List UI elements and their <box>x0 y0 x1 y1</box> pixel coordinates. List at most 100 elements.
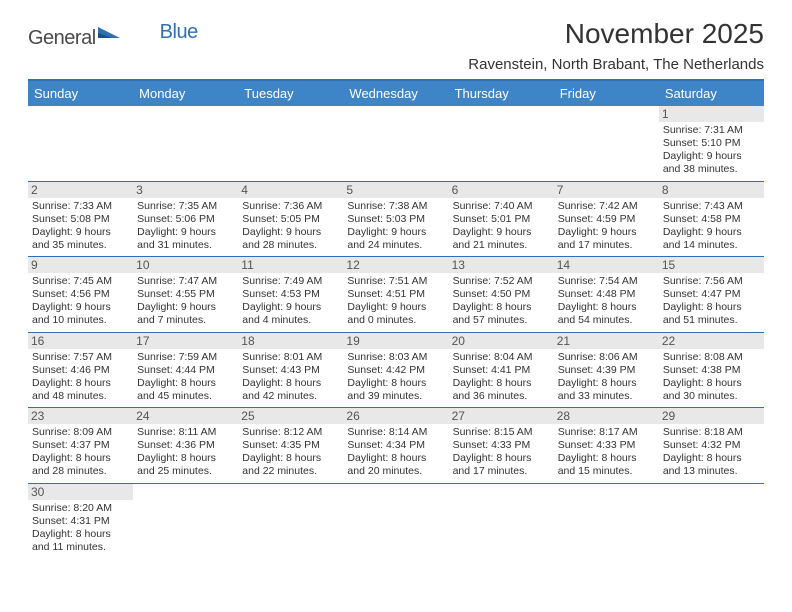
calendar-day-cell <box>343 483 448 558</box>
daylight-text: Daylight: 8 hours and 42 minutes. <box>242 377 339 403</box>
day-number: 17 <box>133 333 238 349</box>
sunrise-text: Sunrise: 8:18 AM <box>663 426 760 439</box>
sunset-text: Sunset: 4:37 PM <box>32 439 129 452</box>
day-number: 3 <box>133 182 238 198</box>
sunset-text: Sunset: 4:32 PM <box>663 439 760 452</box>
weekday-friday: Friday <box>554 81 659 106</box>
calendar-day-cell: 11Sunrise: 7:49 AMSunset: 4:53 PMDayligh… <box>238 257 343 333</box>
calendar-day-cell: 12Sunrise: 7:51 AMSunset: 4:51 PMDayligh… <box>343 257 448 333</box>
weekday-sunday: Sunday <box>28 81 133 106</box>
daylight-text: Daylight: 9 hours and 10 minutes. <box>32 301 129 327</box>
daylight-text: Daylight: 9 hours and 17 minutes. <box>558 226 655 252</box>
day-number: 6 <box>449 182 554 198</box>
sunrise-text: Sunrise: 8:17 AM <box>558 426 655 439</box>
calendar-day-cell: 27 Sunrise: 8:15 AMSunset: 4:33 PMDayligh… <box>449 408 554 484</box>
day-sun-info: Sunrise: 7:56 AMSunset: 4:47 PMDaylight:… <box>663 275 760 328</box>
day-number: 21 <box>554 333 659 349</box>
sunrise-text: Sunrise: 7:40 AM <box>453 200 550 213</box>
daylight-text: Daylight: 8 hours and 36 minutes. <box>453 377 550 403</box>
day-sun-info: Sunrise: 7:49 AMSunset: 4:53 PMDaylight:… <box>242 275 339 328</box>
calendar-day-cell <box>28 106 133 181</box>
day-number: 25 <box>238 408 343 424</box>
sunset-text: Sunset: 4:59 PM <box>558 213 655 226</box>
day-number: 26 <box>343 408 448 424</box>
day-number: 28 <box>554 408 659 424</box>
weekday-tuesday: Tuesday <box>238 81 343 106</box>
sunset-text: Sunset: 4:33 PM <box>453 439 550 452</box>
sunset-text: Sunset: 4:48 PM <box>558 288 655 301</box>
sunset-text: Sunset: 4:53 PM <box>242 288 339 301</box>
sunset-text: Sunset: 4:55 PM <box>137 288 234 301</box>
calendar-week-row: 23Sunrise: 8:09 AMSunset: 4:37 PMDayligh… <box>28 408 764 484</box>
sunset-text: Sunset: 4:44 PM <box>137 364 234 377</box>
sunset-text: Sunset: 4:42 PM <box>347 364 444 377</box>
sunset-text: Sunset: 5:06 PM <box>137 213 234 226</box>
day-sun-info: Sunrise: 8:14 AMSunset: 4:34 PMDaylight:… <box>347 426 444 479</box>
daylight-text: Daylight: 8 hours and 48 minutes. <box>32 377 129 403</box>
sunrise-text: Sunrise: 7:49 AM <box>242 275 339 288</box>
day-sun-info: Sunrise: 7:33 AMSunset: 5:08 PMDaylight:… <box>32 200 129 253</box>
day-sun-info: Sunrise: 8:15 AMSunset: 4:33 PMDaylight:… <box>453 426 550 479</box>
calendar-day-cell <box>238 106 343 181</box>
calendar-week-row: 16Sunrise: 7:57 AMSunset: 4:46 PMDayligh… <box>28 332 764 408</box>
daylight-text: Daylight: 8 hours and 54 minutes. <box>558 301 655 327</box>
day-number: 16 <box>28 333 133 349</box>
day-number: 20 <box>449 333 554 349</box>
calendar-day-cell: 14Sunrise: 7:54 AMSunset: 4:48 PMDayligh… <box>554 257 659 333</box>
daylight-text: Daylight: 9 hours and 28 minutes. <box>242 226 339 252</box>
sunrise-text: Sunrise: 7:43 AM <box>663 200 760 213</box>
title-block: November 2025 Ravenstein, North Brabant,… <box>468 18 764 73</box>
day-number: 13 <box>449 257 554 273</box>
sunset-text: Sunset: 5:03 PM <box>347 213 444 226</box>
sunrise-text: Sunrise: 8:06 AM <box>558 351 655 364</box>
day-sun-info: Sunrise: 7:36 AMSunset: 5:05 PMDaylight:… <box>242 200 339 253</box>
sunrise-text: Sunrise: 7:47 AM <box>137 275 234 288</box>
daylight-text: Daylight: 8 hours and 39 minutes. <box>347 377 444 403</box>
daylight-text: Daylight: 9 hours and 4 minutes. <box>242 301 339 327</box>
day-number: 12 <box>343 257 448 273</box>
daylight-text: Daylight: 9 hours and 38 minutes. <box>663 150 760 176</box>
calendar-day-cell: 28Sunrise: 8:17 AMSunset: 4:33 PMDayligh… <box>554 408 659 484</box>
calendar-day-cell <box>133 106 238 181</box>
sunset-text: Sunset: 4:43 PM <box>242 364 339 377</box>
day-number: 5 <box>343 182 448 198</box>
sunset-text: Sunset: 4:33 PM <box>558 439 655 452</box>
sunset-text: Sunset: 4:47 PM <box>663 288 760 301</box>
day-number: 30 <box>28 484 133 500</box>
day-sun-info: Sunrise: 7:54 AMSunset: 4:48 PMDaylight:… <box>558 275 655 328</box>
sunset-text: Sunset: 4:41 PM <box>453 364 550 377</box>
calendar-day-cell <box>238 483 343 558</box>
calendar-day-cell <box>343 106 448 181</box>
sunrise-text: Sunrise: 8:15 AM <box>453 426 550 439</box>
day-sun-info: Sunrise: 8:06 AMSunset: 4:39 PMDaylight:… <box>558 351 655 404</box>
calendar-day-cell: 25Sunrise: 8:12 AMSunset: 4:35 PMDayligh… <box>238 408 343 484</box>
sunrise-text: Sunrise: 7:51 AM <box>347 275 444 288</box>
daylight-text: Daylight: 9 hours and 31 minutes. <box>137 226 234 252</box>
day-number: 27 <box>449 408 554 424</box>
sunrise-text: Sunrise: 7:54 AM <box>558 275 655 288</box>
sunrise-text: Sunrise: 7:31 AM <box>663 124 760 137</box>
sunrise-text: Sunrise: 7:45 AM <box>32 275 129 288</box>
brand-part2: Blue <box>160 21 198 44</box>
day-sun-info: Sunrise: 7:35 AMSunset: 5:06 PMDaylight:… <box>137 200 234 253</box>
calendar-day-cell <box>554 483 659 558</box>
daylight-text: Daylight: 8 hours and 30 minutes. <box>663 377 760 403</box>
sunset-text: Sunset: 5:05 PM <box>242 213 339 226</box>
calendar-day-cell: 24Sunrise: 8:11 AMSunset: 4:36 PMDayligh… <box>133 408 238 484</box>
sunset-text: Sunset: 4:46 PM <box>32 364 129 377</box>
day-number: 15 <box>659 257 764 273</box>
location-subtitle: Ravenstein, North Brabant, The Netherlan… <box>468 56 764 73</box>
sunset-text: Sunset: 4:38 PM <box>663 364 760 377</box>
brand-part1: General <box>28 27 96 50</box>
calendar-day-cell <box>449 483 554 558</box>
sunrise-text: Sunrise: 7:36 AM <box>242 200 339 213</box>
calendar-day-cell: 1Sunrise: 7:31 AMSunset: 5:10 PMDaylight… <box>659 106 764 181</box>
day-sun-info: Sunrise: 7:31 AMSunset: 5:10 PMDaylight:… <box>663 124 760 177</box>
daylight-text: Daylight: 8 hours and 57 minutes. <box>453 301 550 327</box>
calendar-day-cell: 23Sunrise: 8:09 AMSunset: 4:37 PMDayligh… <box>28 408 133 484</box>
calendar-week-row: 30Sunrise: 8:20 AMSunset: 4:31 PMDayligh… <box>28 483 764 558</box>
calendar-day-cell: 19Sunrise: 8:03 AMSunset: 4:42 PMDayligh… <box>343 332 448 408</box>
sunset-text: Sunset: 4:50 PM <box>453 288 550 301</box>
sunrise-text: Sunrise: 7:59 AM <box>137 351 234 364</box>
weekday-saturday: Saturday <box>659 81 764 106</box>
